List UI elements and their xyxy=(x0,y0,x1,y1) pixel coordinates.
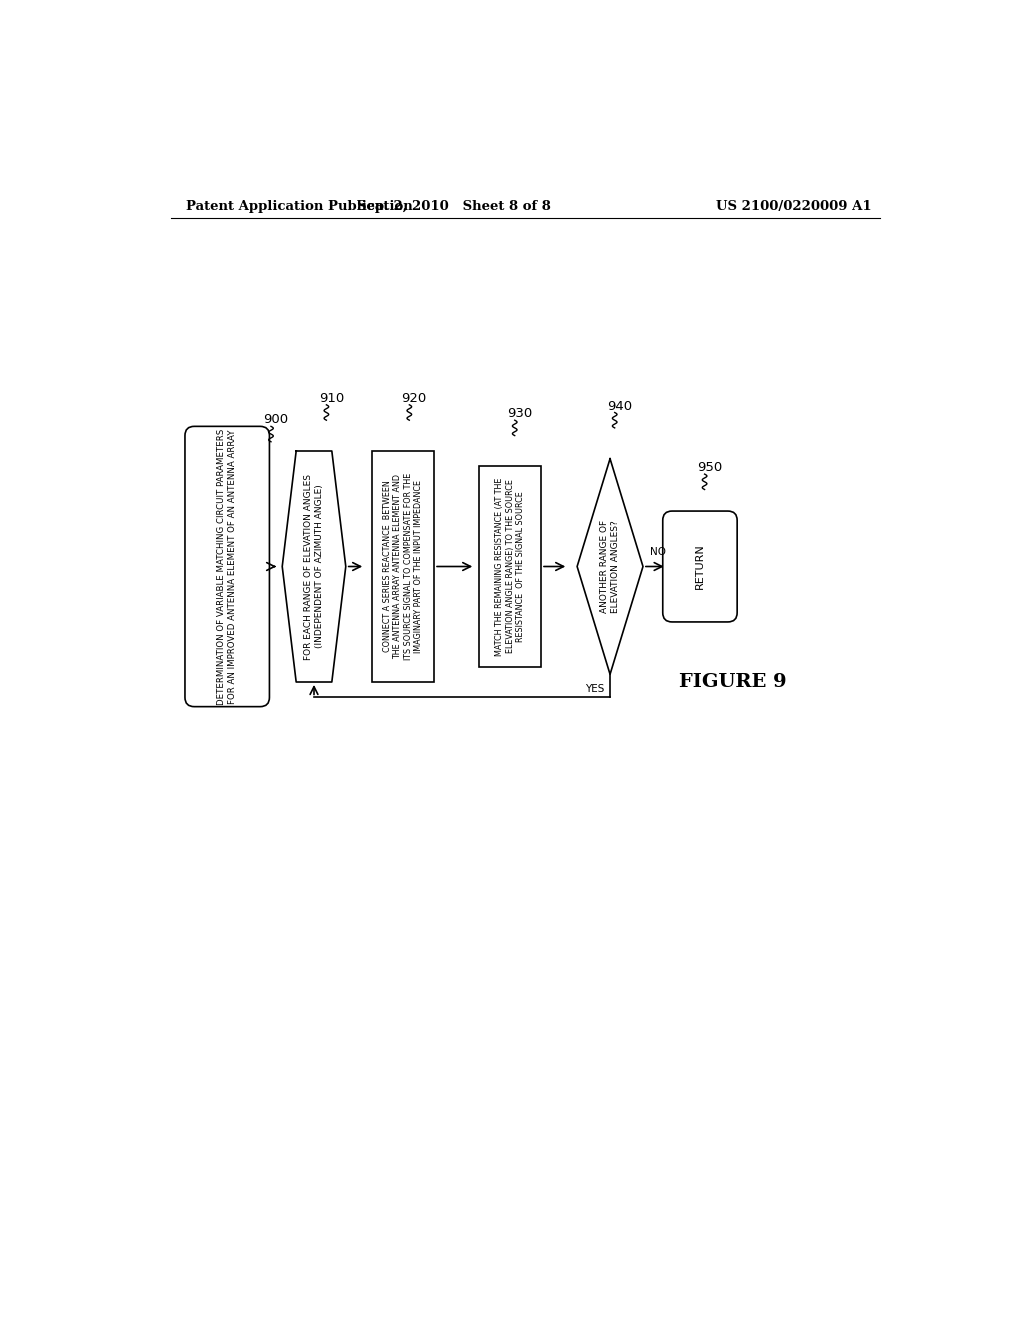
Text: YES: YES xyxy=(585,684,604,693)
Text: 900: 900 xyxy=(263,413,289,426)
Text: DETERMINATION OF VARIABLE MATCHING CIRCUIT PARAMETERS
FOR AN IMPROVED ANTENNA EL: DETERMINATION OF VARIABLE MATCHING CIRCU… xyxy=(217,429,237,705)
Text: 910: 910 xyxy=(318,392,344,405)
Bar xyxy=(372,451,434,682)
Text: FIGURE 9: FIGURE 9 xyxy=(679,673,786,690)
Text: Sep. 2, 2010   Sheet 8 of 8: Sep. 2, 2010 Sheet 8 of 8 xyxy=(356,199,551,213)
Text: 920: 920 xyxy=(401,392,427,405)
Text: 930: 930 xyxy=(507,407,532,420)
Text: NO: NO xyxy=(650,548,667,557)
Text: MATCH THE REMAINING RESISTANCE (AT THE
ELEVATION ANGLE RANGE) TO THE SOURCE
RESI: MATCH THE REMAINING RESISTANCE (AT THE E… xyxy=(496,478,525,656)
Text: Patent Application Publication: Patent Application Publication xyxy=(186,199,413,213)
Text: US 2100/0220009 A1: US 2100/0220009 A1 xyxy=(717,199,872,213)
Text: FOR EACH RANGE OF ELEVATION ANGLES
(INDEPENDENT OF AZIMUTH ANGLE): FOR EACH RANGE OF ELEVATION ANGLES (INDE… xyxy=(304,474,324,660)
Text: ANOTHER RANGE OF
ELEVATION ANGLES?: ANOTHER RANGE OF ELEVATION ANGLES? xyxy=(600,520,620,612)
Text: RETURN: RETURN xyxy=(695,544,705,589)
Text: CONNECT A SERIES REACTANCE  BETWEEN
THE ANTENNA ARRAY ANTENNA ELEMENT AND
ITS SO: CONNECT A SERIES REACTANCE BETWEEN THE A… xyxy=(383,473,423,660)
Bar xyxy=(479,466,541,667)
Text: 940: 940 xyxy=(607,400,632,412)
Text: 950: 950 xyxy=(697,461,722,474)
